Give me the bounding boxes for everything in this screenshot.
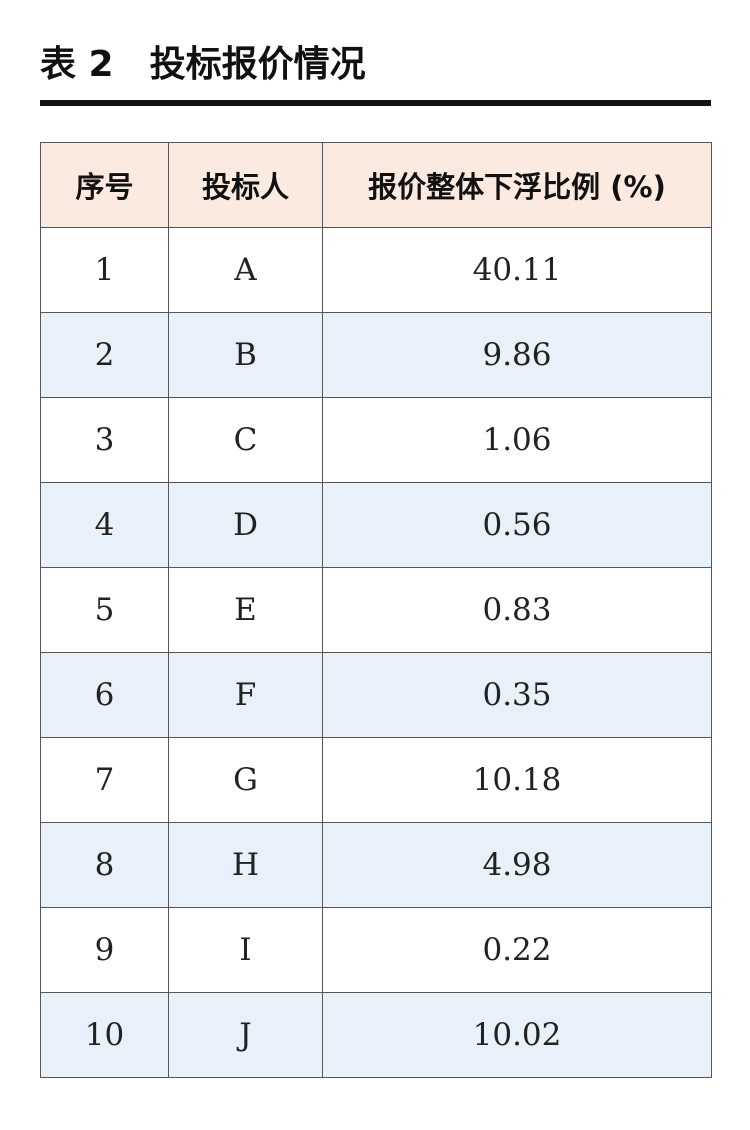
cell-bidder: F	[168, 652, 323, 738]
cell-index: 10	[40, 992, 169, 1078]
cell-bidder: C	[168, 397, 323, 483]
table-row: 1 A 40.11	[40, 227, 712, 313]
cell-index: 2	[40, 312, 169, 398]
table-row: 4 D 0.56	[40, 482, 712, 568]
table-row: 9 I 0.22	[40, 907, 712, 993]
cell-discount: 0.83	[322, 567, 712, 653]
cell-index: 1	[40, 227, 169, 313]
title-rule	[40, 100, 711, 106]
table-row: 2 B 9.86	[40, 312, 712, 398]
cell-discount: 0.22	[322, 907, 712, 993]
table-row: 3 C 1.06	[40, 397, 712, 483]
header-row: 序号 投标人 报价整体下浮比例 (%)	[40, 142, 712, 228]
table-title: 表 2 投标报价情况	[40, 40, 366, 90]
cell-index: 7	[40, 737, 169, 823]
table-row: 5 E 0.83	[40, 567, 712, 653]
cell-index: 3	[40, 397, 169, 483]
table-row: 7 G 10.18	[40, 737, 712, 823]
cell-discount: 40.11	[322, 227, 712, 313]
table-caption: 投标报价情况	[149, 44, 366, 85]
cell-bidder: D	[168, 482, 323, 568]
cell-index: 4	[40, 482, 169, 568]
cell-bidder: J	[168, 992, 323, 1078]
cell-discount: 1.06	[322, 397, 712, 483]
cell-bidder: G	[168, 737, 323, 823]
table-row: 10 J 10.02	[40, 992, 712, 1078]
cell-bidder: E	[168, 567, 323, 653]
header-discount: 报价整体下浮比例 (%)	[322, 142, 712, 228]
header-index: 序号	[40, 142, 169, 228]
table-row: 6 F 0.35	[40, 652, 712, 738]
cell-discount: 0.56	[322, 482, 712, 568]
cell-index: 6	[40, 652, 169, 738]
cell-discount: 10.18	[322, 737, 712, 823]
cell-bidder: A	[168, 227, 323, 313]
cell-bidder: B	[168, 312, 323, 398]
cell-index: 5	[40, 567, 169, 653]
cell-discount: 9.86	[322, 312, 712, 398]
bid-table: 序号 投标人 报价整体下浮比例 (%) 1 A 40.11 2 B 9.86 3 C 1.06 4…	[40, 142, 712, 1078]
cell-discount: 4.98	[322, 822, 712, 908]
cell-index: 8	[40, 822, 169, 908]
cell-discount: 0.35	[322, 652, 712, 738]
cell-bidder: I	[168, 907, 323, 993]
table-row: 8 H 4.98	[40, 822, 712, 908]
header-bidder: 投标人	[168, 142, 323, 228]
cell-discount: 10.02	[322, 992, 712, 1078]
cell-index: 9	[40, 907, 169, 993]
table-number: 表 2	[40, 44, 114, 85]
cell-bidder: H	[168, 822, 323, 908]
